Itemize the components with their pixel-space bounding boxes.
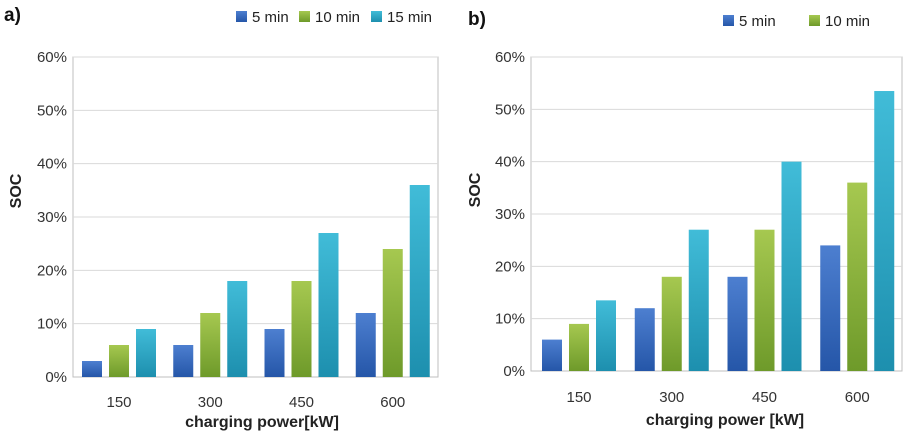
y-tick-label: 60%	[37, 49, 67, 66]
bar-5-min-150	[542, 339, 562, 371]
legend-label: 10 min	[825, 13, 870, 30]
legend-label: 5 min	[739, 13, 776, 30]
bar-5-min-450	[264, 329, 285, 377]
bar-10-min-600	[847, 182, 868, 371]
y-tick-label: 20%	[37, 262, 67, 279]
bar-15-min-300	[227, 281, 248, 377]
bar-15-min-150	[596, 300, 616, 371]
y-tick-label: 40%	[37, 156, 67, 173]
bar-15-min-300	[688, 229, 709, 371]
chart-panel-a: 0% 10% 20% 30% 40% 50% 60% 150 300 450 600 charging…	[4, 5, 439, 431]
y-tick-label: 0%	[503, 363, 525, 380]
x-tick-label: 450	[289, 394, 314, 411]
bar-5-min-600	[820, 245, 841, 371]
legend-label: 10 min	[315, 9, 360, 26]
y-tick-label: 60%	[495, 49, 525, 66]
x-axis-title: charging power [kW]	[646, 412, 804, 429]
bar-15-min-450	[318, 233, 339, 377]
bar-5-min-300	[634, 308, 655, 371]
legend-label: 5 min	[252, 9, 289, 26]
y-tick-label: 10%	[37, 316, 67, 333]
x-tick-label: 450	[752, 389, 777, 406]
legend-swatch	[371, 11, 382, 22]
bar-10-min-600	[382, 249, 403, 377]
y-tick-label: 10%	[495, 311, 525, 328]
y-tick-label: 40%	[495, 154, 525, 171]
legend-swatch	[236, 11, 247, 22]
bar-15-min-150	[136, 329, 156, 377]
y-tick-label: 50%	[495, 101, 525, 118]
x-tick-label: 150	[106, 394, 131, 411]
bar-10-min-150	[109, 345, 129, 377]
bar-10-min-450	[754, 229, 775, 371]
bar-10-min-150	[569, 323, 589, 371]
bar-5-min-450	[727, 276, 748, 371]
bar-5-min-600	[355, 313, 376, 377]
x-axis-title: charging power[kW]	[185, 414, 339, 431]
x-tick-label: 600	[845, 389, 870, 406]
panel-label: a)	[4, 5, 21, 26]
bar-10-min-300	[661, 276, 682, 371]
y-axis-title: SOC	[8, 173, 25, 208]
x-tick-label: 150	[566, 389, 591, 406]
bar-5-min-150	[82, 361, 102, 377]
chart-panel-b: 0% 10% 20% 30% 40% 50% 60% 150 300 450 600 charging…	[467, 9, 903, 429]
panel-label: b)	[468, 9, 486, 30]
y-tick-label: 0%	[45, 369, 67, 386]
y-axis-title: SOC	[467, 172, 484, 207]
y-tick-label: 50%	[37, 102, 67, 119]
x-tick-label: 600	[380, 394, 405, 411]
y-tick-label: 30%	[495, 206, 525, 223]
x-tick-label: 300	[659, 389, 684, 406]
x-tick-label: 300	[198, 394, 223, 411]
bar-15-min-450	[781, 161, 802, 371]
bar-15-min-600	[874, 91, 895, 372]
bar-5-min-300	[173, 345, 194, 377]
bar-15-min-600	[409, 185, 430, 377]
legend-label: 15 min	[387, 9, 432, 26]
bar-10-min-300	[200, 313, 221, 377]
y-tick-label: 30%	[37, 209, 67, 226]
legend-swatch	[809, 15, 820, 26]
y-tick-label: 20%	[495, 258, 525, 275]
legend-swatch	[723, 15, 734, 26]
bar-10-min-450	[291, 281, 312, 377]
legend-swatch	[299, 11, 310, 22]
